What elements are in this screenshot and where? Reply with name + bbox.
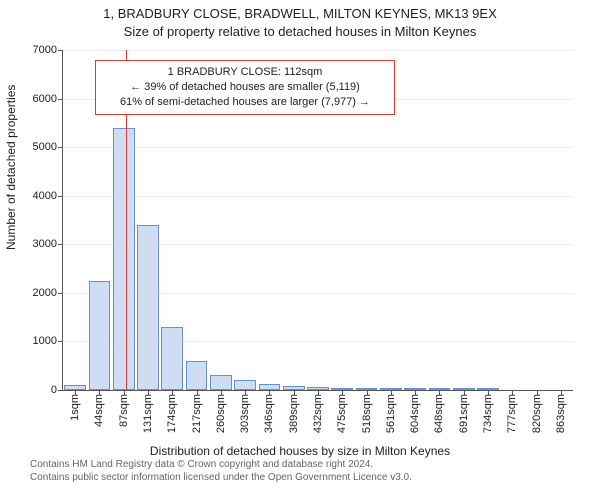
xtick-label: 820sqm [531,390,543,433]
xtick-label: 691sqm [458,390,470,433]
ytick-label: 1000 [33,335,63,347]
xtick-label: 303sqm [239,390,251,433]
annotation-line: ← 39% of detached houses are smaller (5,… [104,80,386,95]
chart-subtitle: Size of property relative to detached ho… [0,24,600,39]
xtick-label: 174sqm [166,390,178,433]
xtick-label: 863sqm [555,390,567,433]
annotation-line: 1 BRADBURY CLOSE: 112sqm [104,65,386,80]
attribution-line: Contains public sector information licen… [30,472,412,485]
y-axis-label: Number of detached properties [4,85,18,250]
xtick-label: 217sqm [191,390,203,433]
ytick-label: 4000 [33,190,63,202]
x-axis-label: Distribution of detached houses by size … [0,444,600,458]
ytick-label: 0 [51,384,63,396]
xtick-label: 44sqm [93,390,105,427]
xtick-label: 260sqm [215,390,227,433]
xtick-label: 475sqm [336,390,348,433]
attribution-line: Contains HM Land Registry data © Crown c… [30,459,412,472]
gridline [63,50,573,51]
ytick-label: 7000 [33,44,63,56]
annotation-line: 61% of semi-detached houses are larger (… [104,95,386,110]
xtick-label: 131sqm [142,390,154,433]
ytick-label: 3000 [33,238,63,250]
histogram-bar [137,225,159,390]
ytick-label: 6000 [33,93,63,105]
xtick-label: 648sqm [433,390,445,433]
plot-area: 010002000300040005000600070001sqm44sqm87… [62,50,573,391]
xtick-label: 734sqm [482,390,494,433]
xtick-label: 561sqm [385,390,397,433]
chart-title: 1, BRADBURY CLOSE, BRADWELL, MILTON KEYN… [0,6,600,21]
annotation-box: 1 BRADBURY CLOSE: 112sqm← 39% of detache… [95,60,395,115]
xtick-label: 1sqm [69,390,81,421]
xtick-label: 777sqm [506,390,518,433]
attribution-text: Contains HM Land Registry data © Crown c… [30,459,412,484]
histogram-bar [234,380,256,390]
histogram-bar [113,128,135,390]
xtick-label: 518sqm [361,390,373,433]
gridline [63,196,573,197]
xtick-label: 87sqm [118,390,130,427]
histogram-bar [161,327,183,390]
xtick-label: 604sqm [409,390,421,433]
xtick-label: 346sqm [263,390,275,433]
xtick-label: 432sqm [312,390,324,433]
histogram-bar [210,375,232,390]
ytick-label: 2000 [33,287,63,299]
histogram-bar [89,281,111,390]
ytick-label: 5000 [33,141,63,153]
histogram-bar [186,361,208,390]
gridline [63,147,573,148]
xtick-label: 389sqm [288,390,300,433]
